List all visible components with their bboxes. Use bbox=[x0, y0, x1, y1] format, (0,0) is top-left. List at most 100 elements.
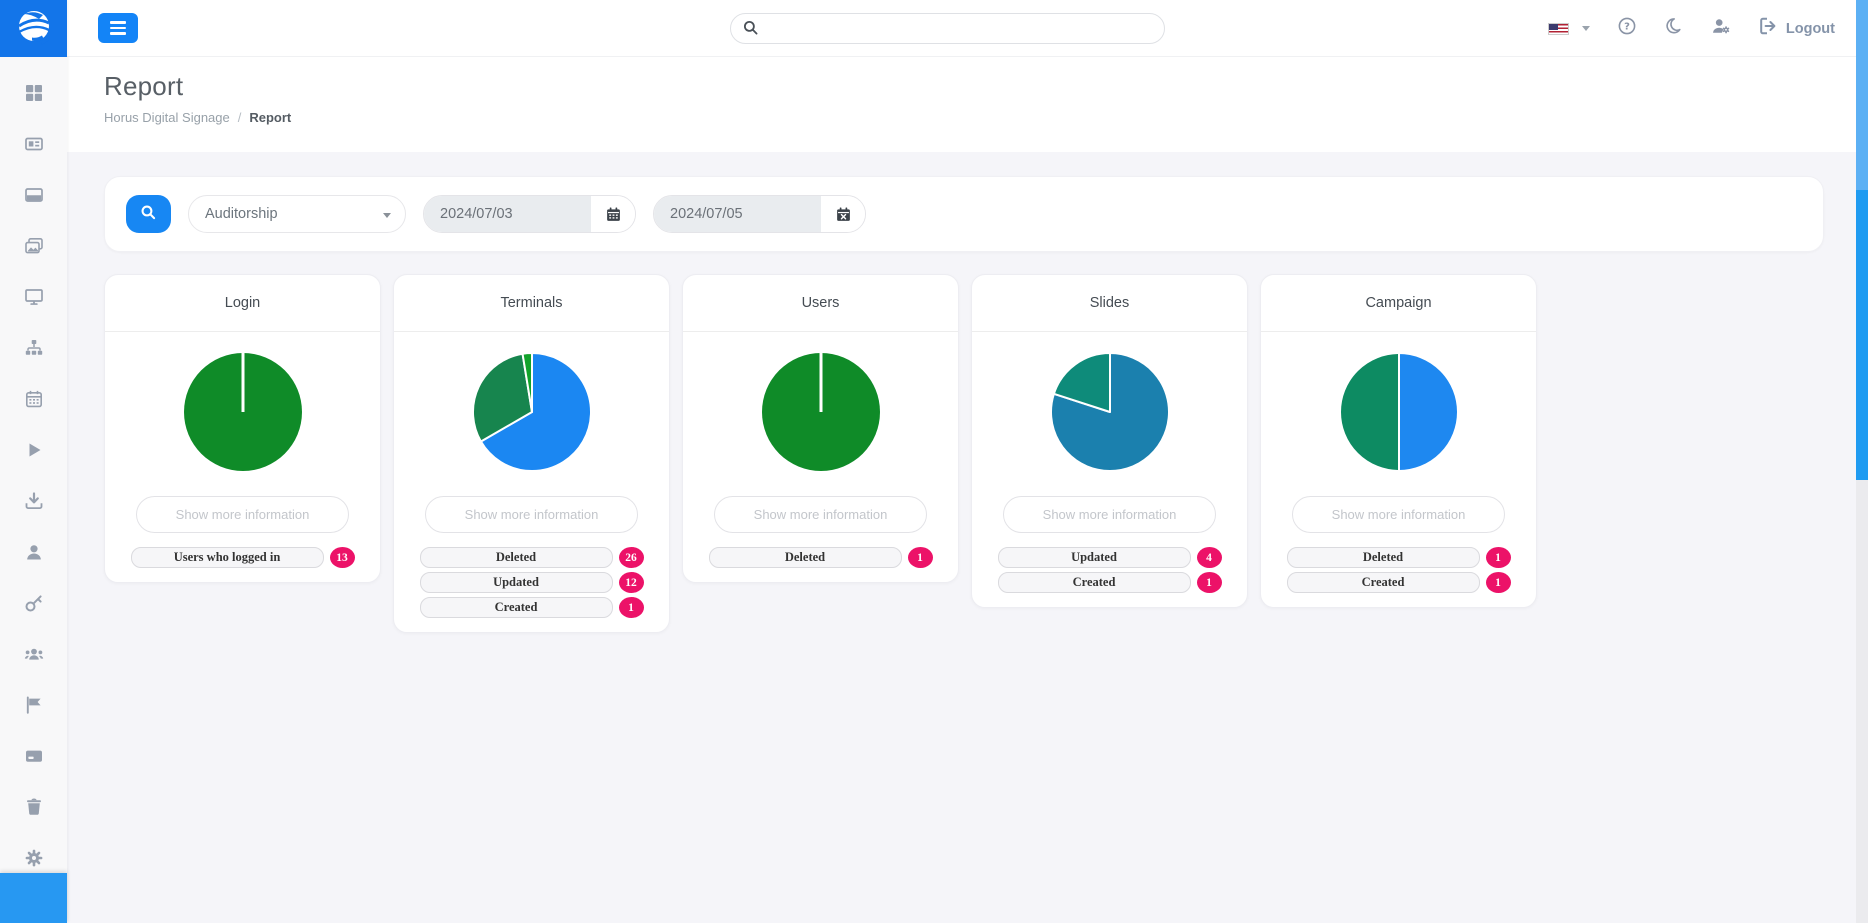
stat-label[interactable]: Created bbox=[419, 597, 613, 618]
sidebar-item-12[interactable] bbox=[0, 682, 67, 733]
user-gear-icon bbox=[1711, 16, 1731, 41]
stat-count-badge: 13 bbox=[329, 547, 355, 568]
page-scrollbar[interactable] bbox=[1856, 0, 1868, 923]
date-to-field[interactable] bbox=[653, 195, 866, 233]
stat-label[interactable]: Deleted bbox=[1286, 547, 1480, 568]
report-card-login: Login Show more information Users who lo… bbox=[104, 274, 381, 583]
calendar-icon[interactable] bbox=[591, 196, 635, 232]
logout-button[interactable]: Logout bbox=[1758, 16, 1835, 41]
stat-count-badge: 1 bbox=[618, 597, 644, 618]
stat-label[interactable]: Users who logged in bbox=[130, 547, 324, 568]
sidebar-item-7[interactable] bbox=[0, 427, 67, 478]
sidebar-item-2[interactable] bbox=[0, 172, 67, 223]
report-card-campaign: Campaign Show more information Deleted 1 C… bbox=[1260, 274, 1537, 608]
stat-row: Deleted 26 bbox=[419, 547, 644, 568]
question-circle-icon: ? bbox=[1617, 16, 1637, 41]
stat-label[interactable]: Deleted bbox=[708, 547, 902, 568]
chevron-down-icon bbox=[1581, 26, 1590, 31]
show-more-button[interactable]: Show more information bbox=[714, 496, 927, 533]
card-title: Slides bbox=[1089, 295, 1130, 311]
card-title: Campaign bbox=[1365, 295, 1432, 311]
sidebar-item-5[interactable] bbox=[0, 325, 67, 376]
stat-label[interactable]: Created bbox=[997, 572, 1191, 593]
dark-mode-button[interactable] bbox=[1664, 16, 1684, 41]
chevron-down-icon bbox=[383, 213, 391, 218]
stat-count-badge: 4 bbox=[1196, 547, 1222, 568]
pie-chart bbox=[1338, 352, 1459, 472]
app-logo[interactable] bbox=[0, 0, 67, 57]
key-icon bbox=[24, 593, 44, 618]
stat-label[interactable]: Created bbox=[1286, 572, 1480, 593]
sidebar-item-15[interactable] bbox=[0, 835, 67, 886]
sidebar-item-4[interactable] bbox=[0, 274, 67, 325]
pie-chart bbox=[183, 353, 302, 471]
stat-row: Deleted 1 bbox=[708, 547, 933, 568]
menu-toggle-button[interactable] bbox=[98, 13, 138, 43]
window-icon bbox=[24, 185, 44, 210]
search-input[interactable] bbox=[730, 13, 1165, 44]
language-select-button[interactable] bbox=[1547, 22, 1590, 35]
moon-icon bbox=[1664, 16, 1684, 41]
card-title: Users bbox=[801, 295, 840, 311]
card-stats: Deleted 1 Created 1 bbox=[1286, 547, 1511, 593]
topbar: ? Logout bbox=[67, 0, 1856, 57]
sidebar-item-10[interactable] bbox=[0, 580, 67, 631]
card-stats: Users who logged in 13 bbox=[130, 547, 355, 568]
breadcrumb-root[interactable]: Horus Digital Signage bbox=[104, 110, 230, 125]
stat-label[interactable]: Deleted bbox=[419, 547, 613, 568]
report-type-select[interactable]: Auditorship bbox=[188, 195, 406, 233]
show-more-button[interactable]: Show more information bbox=[425, 496, 638, 533]
pie-chart bbox=[761, 353, 880, 471]
stat-row: Updated 4 bbox=[997, 547, 1222, 568]
breadcrumb-current: Report bbox=[249, 110, 292, 125]
sidebar-item-1[interactable] bbox=[0, 121, 67, 172]
sidebar-item-9[interactable] bbox=[0, 529, 67, 580]
stat-label[interactable]: Updated bbox=[997, 547, 1191, 568]
sidebar-item-8[interactable] bbox=[0, 478, 67, 529]
stat-row: Users who logged in 13 bbox=[130, 547, 355, 568]
filter-bar: Auditorship bbox=[104, 176, 1824, 252]
account-settings-button[interactable] bbox=[1711, 16, 1731, 41]
stat-row: Created 1 bbox=[997, 572, 1222, 593]
flag-icon bbox=[24, 695, 44, 720]
scrollbar-thumb[interactable] bbox=[1856, 190, 1868, 480]
svg-text:?: ? bbox=[1624, 22, 1630, 33]
page-title: Report bbox=[104, 71, 184, 101]
stat-row: Updated 12 bbox=[419, 572, 644, 593]
report-card-terminals: Terminals Show more information Deleted 2… bbox=[393, 274, 670, 633]
scrollbar-thumb-top[interactable] bbox=[1856, 0, 1868, 190]
help-button[interactable]: ? bbox=[1617, 16, 1637, 41]
stat-count-badge: 1 bbox=[1485, 572, 1511, 593]
stat-label[interactable]: Updated bbox=[419, 572, 613, 593]
card-stats: Deleted 1 bbox=[708, 547, 933, 568]
pie-chart bbox=[1049, 352, 1170, 472]
gallery-icon bbox=[24, 236, 44, 261]
sidebar-item-14[interactable] bbox=[0, 784, 67, 835]
card-icon bbox=[24, 746, 44, 771]
content: Auditorship bbox=[67, 152, 1856, 923]
sidebar-item-3[interactable] bbox=[0, 223, 67, 274]
show-more-button[interactable]: Show more information bbox=[1292, 496, 1505, 533]
sidebar-item-0[interactable] bbox=[0, 70, 67, 121]
card-stats: Deleted 26 Updated 12 Created 1 bbox=[419, 547, 644, 618]
calendar-x-icon[interactable] bbox=[821, 196, 865, 232]
stat-count-badge: 1 bbox=[907, 547, 933, 568]
date-from-input[interactable] bbox=[424, 196, 591, 232]
sidebar-item-11[interactable] bbox=[0, 631, 67, 682]
show-more-button[interactable]: Show more information bbox=[1003, 496, 1216, 533]
date-from-field[interactable] bbox=[423, 195, 636, 233]
breadcrumb: Horus Digital Signage / Report bbox=[104, 110, 1856, 125]
settings-icon bbox=[24, 848, 44, 873]
calendar-side-icon bbox=[24, 389, 44, 414]
filter-search-button[interactable] bbox=[126, 195, 171, 233]
date-to-input[interactable] bbox=[654, 196, 821, 232]
sidebar-item-13[interactable] bbox=[0, 733, 67, 784]
download-icon bbox=[24, 491, 44, 516]
main-area: Report Horus Digital Signage / Report Au… bbox=[67, 57, 1856, 923]
falcon-icon bbox=[12, 4, 56, 53]
dashboard-icon bbox=[24, 83, 44, 108]
sidebar-item-6[interactable] bbox=[0, 376, 67, 427]
stat-count-badge: 12 bbox=[618, 572, 644, 593]
show-more-button[interactable]: Show more information bbox=[136, 496, 349, 533]
sitemap-icon bbox=[24, 338, 44, 363]
